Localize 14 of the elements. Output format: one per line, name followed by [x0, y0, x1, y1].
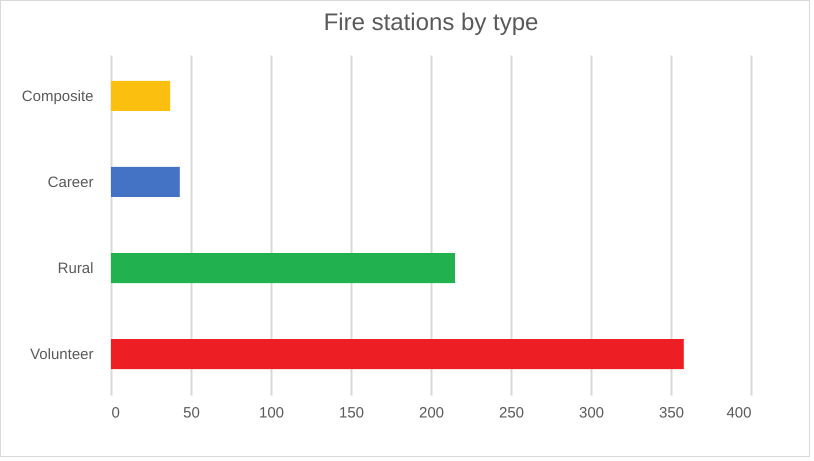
x-tick-label: 350 — [658, 404, 684, 422]
y-tick-label: Volunteer — [30, 346, 94, 364]
x-tick-label: 250 — [498, 404, 524, 422]
x-tick-label: 0 — [112, 404, 120, 422]
x-tick-label: 50 — [183, 404, 200, 422]
y-tick-label: Rural — [58, 260, 94, 278]
x-tick-label: 150 — [338, 404, 364, 422]
x-tick-label: 100 — [258, 404, 284, 422]
y-tick-label: Composite — [22, 88, 94, 105]
x-tick-label: 300 — [578, 404, 604, 422]
x-tick-label: 400 — [726, 404, 752, 422]
y-tick-label: Career — [48, 174, 94, 191]
chart-title: Fire stations by type — [324, 9, 538, 36]
x-tick-label: 200 — [418, 404, 444, 422]
